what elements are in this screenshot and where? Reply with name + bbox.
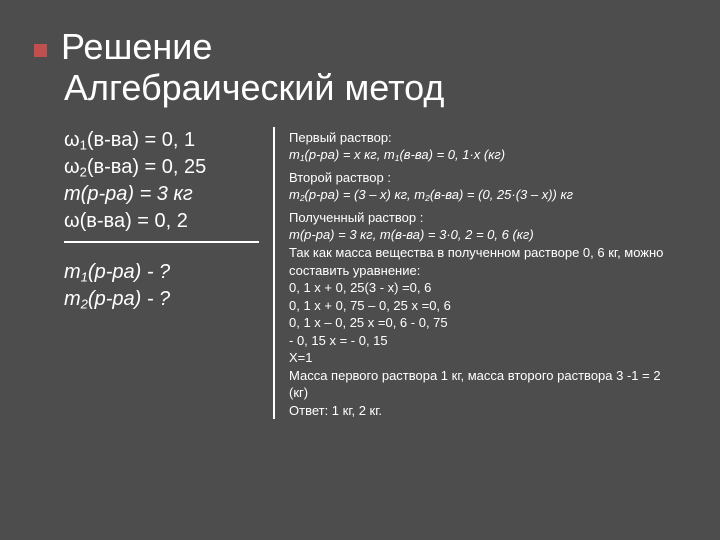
- txt: (в-ва) = (0, 25·(3 – x)) кг: [430, 187, 573, 202]
- heading-3: Полученный раствор :: [289, 209, 678, 227]
- solution-line-1: m1(р-ра) = x кг, m1(в-ва) = 0, 1·x (кг): [289, 146, 678, 165]
- given-line-1: ω1(в-ва) = 0, 1: [64, 127, 259, 154]
- txt: (р-ра) - ?: [88, 288, 170, 310]
- txt: m: [289, 187, 300, 202]
- sub: 1: [81, 269, 88, 284]
- calc-line-2: 0, 1 x + 0, 75 – 0, 25 x =0, 6: [289, 297, 678, 315]
- given-line-3: m(р-ра) = 3 кг: [64, 181, 259, 208]
- calc-line-5: X=1: [289, 349, 678, 367]
- solution-line-4: Так как масса вещества в полученном раст…: [289, 244, 678, 279]
- txt: m: [64, 261, 81, 283]
- solution-line-3: m(р-ра) = 3 кг, m(в-ва) = 3·0, 2 = 0, 6 …: [289, 226, 678, 244]
- mass-line: Масса первого раствора 1 кг, масса второ…: [289, 367, 678, 402]
- txt: (р-ра) = (3 – x) кг, m: [305, 187, 426, 202]
- txt: ω: [64, 156, 80, 178]
- find-line-1: m1(р-ра) - ?: [64, 259, 259, 286]
- given-line-4: ω(в-ва) = 0, 2: [64, 208, 259, 235]
- left-column: ω1(в-ва) = 0, 1 ω2(в-ва) = 0, 25 m(р-ра)…: [64, 127, 273, 420]
- sub: 2: [81, 296, 88, 311]
- txt: m: [64, 288, 81, 310]
- txt: (р-ра) - ?: [88, 261, 170, 283]
- slide-title: Решение Алгебраический метод: [64, 26, 678, 109]
- given-block: ω1(в-ва) = 0, 1 ω2(в-ва) = 0, 25 m(р-ра)…: [64, 127, 259, 241]
- find-block: m1(р-ра) - ? m2(р-ра) - ?: [64, 241, 259, 313]
- txt: ω: [64, 129, 80, 151]
- find-line-2: m2(р-ра) - ?: [64, 286, 259, 313]
- title-line2: Алгебраический метод: [64, 67, 444, 108]
- txt: (р-ра) = x кг, m: [305, 147, 395, 162]
- given-line-2: ω2(в-ва) = 0, 25: [64, 154, 259, 181]
- solution-line-2: m2(р-ра) = (3 – x) кг, m2(в-ва) = (0, 25…: [289, 186, 678, 205]
- calc-line-3: 0, 1 x – 0, 25 x =0, 6 - 0, 75: [289, 314, 678, 332]
- sub: 1: [80, 137, 87, 152]
- txt: (в-ва) = 0, 25: [87, 156, 206, 178]
- calc-line-1: 0, 1 x + 0, 25(3 - x) =0, 6: [289, 279, 678, 297]
- sub: 2: [80, 164, 87, 179]
- calc-line-4: - 0, 15 x = - 0, 15: [289, 332, 678, 350]
- content-row: ω1(в-ва) = 0, 1 ω2(в-ва) = 0, 25 m(р-ра)…: [64, 127, 678, 420]
- title-line1: Решение: [61, 26, 212, 67]
- heading-1: Первый раствор:: [289, 129, 678, 147]
- txt: m: [289, 147, 300, 162]
- title-bullet: [34, 44, 47, 57]
- right-column: Первый раствор: m1(р-ра) = x кг, m1(в-ва…: [275, 127, 678, 420]
- answer-line: Ответ: 1 кг, 2 кг.: [289, 402, 678, 420]
- txt: (в-ва) = 0, 1·x (кг): [399, 147, 505, 162]
- heading-2: Второй раствор :: [289, 169, 678, 187]
- txt: (в-ва) = 0, 1: [87, 129, 195, 151]
